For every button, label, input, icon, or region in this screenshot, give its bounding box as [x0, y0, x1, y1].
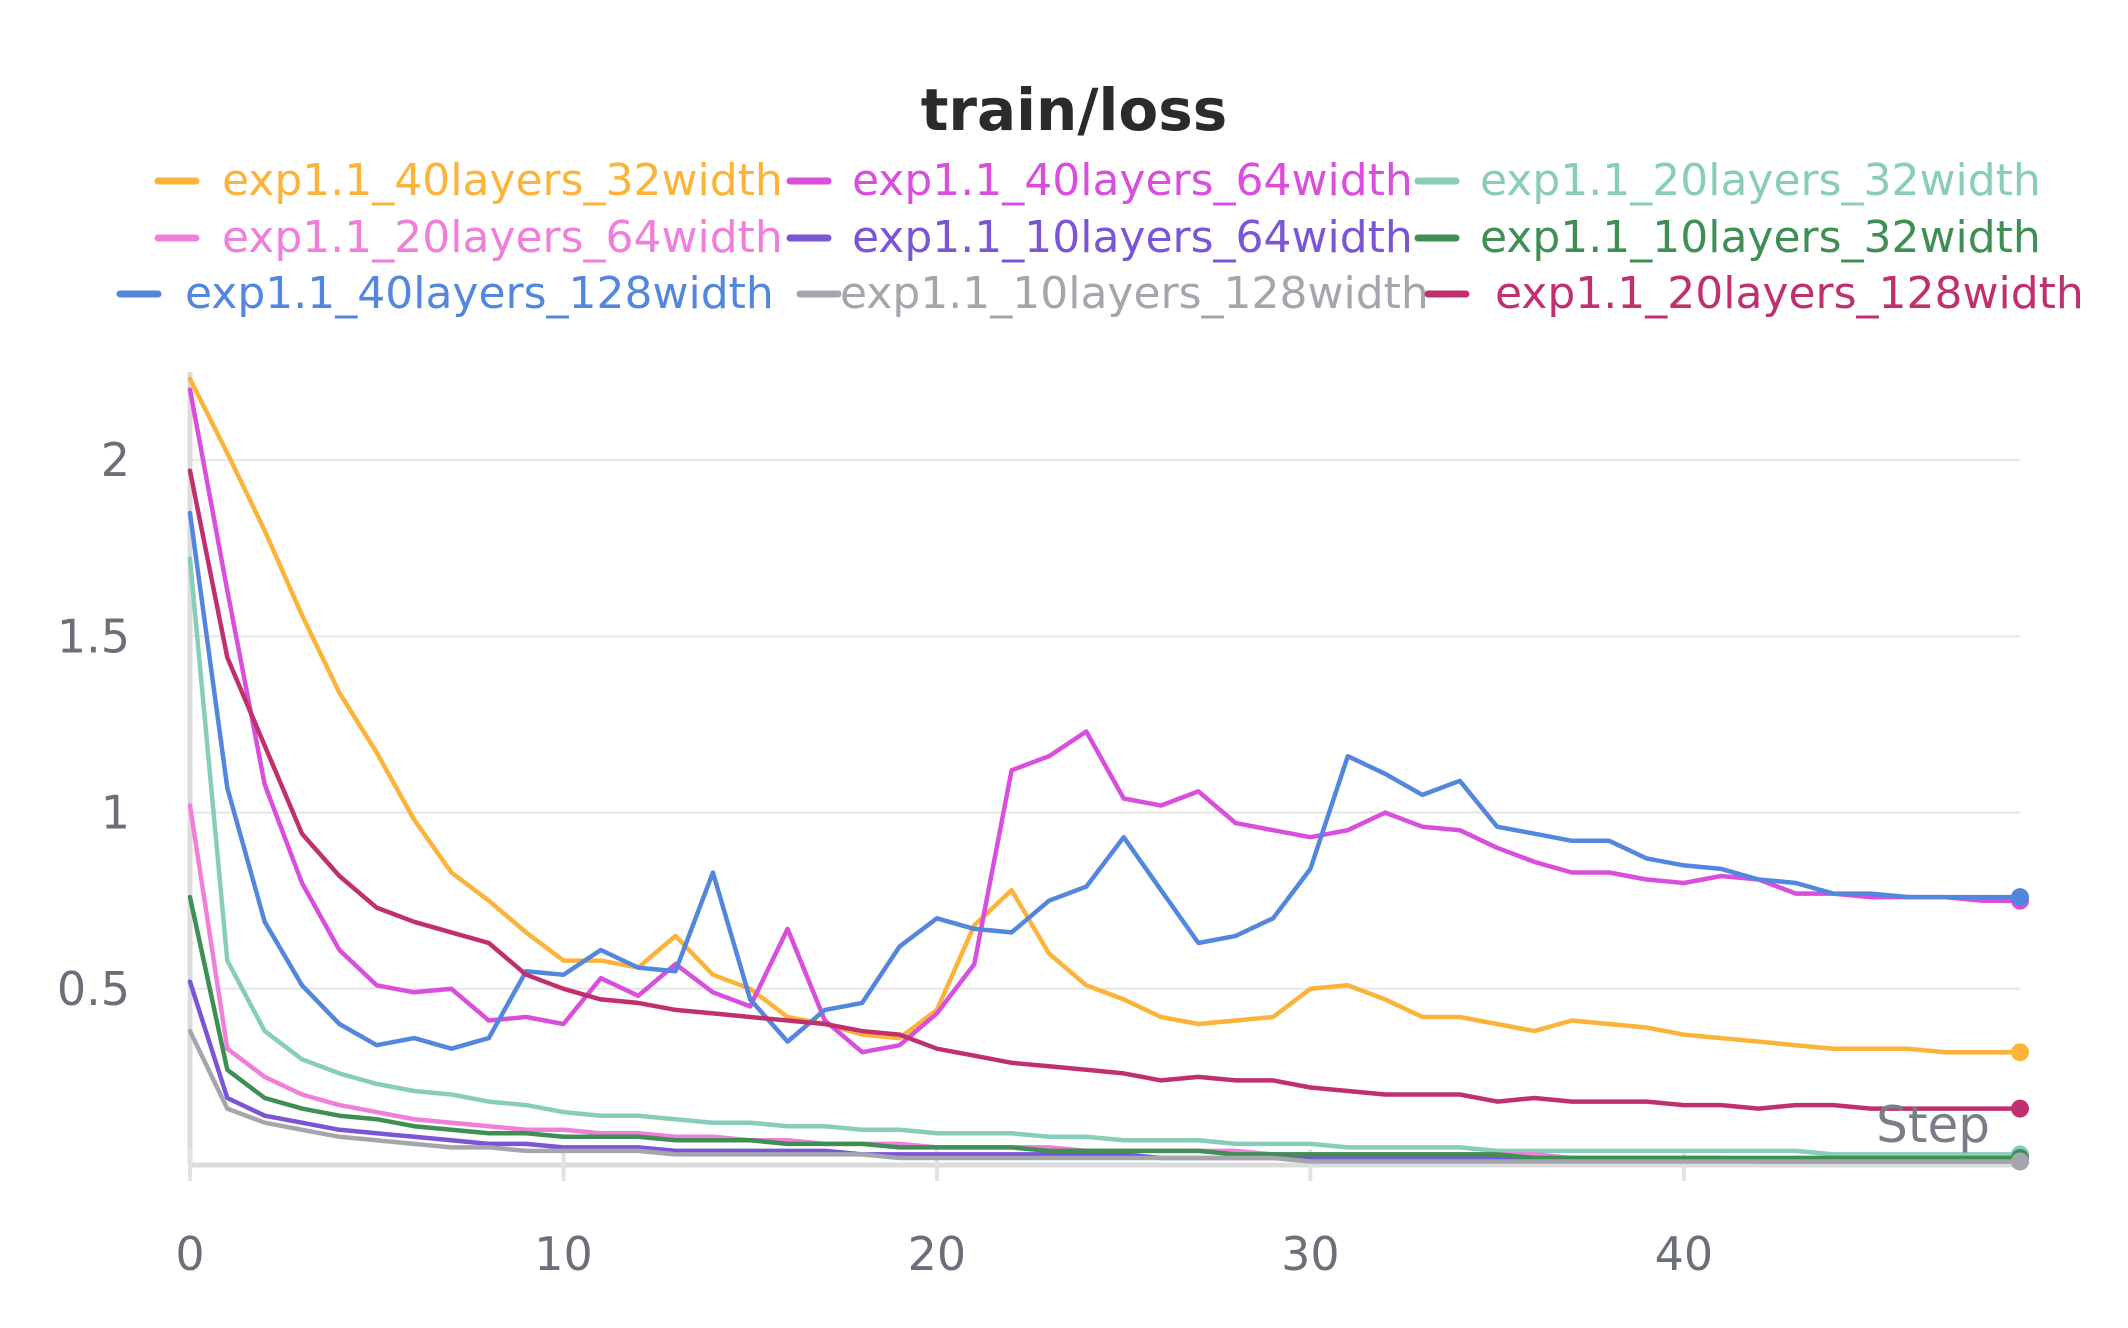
series-line-exp1.1_40layers_32width [187, 376, 2023, 1055]
grid: 0.5 1 1.5 2 [57, 433, 2020, 1016]
x-axis-label: Step [1876, 1096, 1990, 1154]
x-tick-label: 10 [534, 1227, 593, 1281]
y-tick-label: 1.5 [57, 609, 130, 663]
x-tick-label: 0 [175, 1227, 204, 1281]
legend-label: exp1.1_40layers_32width [222, 155, 783, 206]
series-line-exp1.1_40layers_128width [187, 510, 2023, 1051]
legend-label: exp1.1_10layers_128width [840, 268, 1429, 319]
x-tick-label: 30 [1281, 1227, 1340, 1281]
legend-label: exp1.1_10layers_32width [1480, 212, 2041, 263]
series-line-exp1.1_10layers_32width [187, 894, 2023, 1161]
legend-label: exp1.1_20layers_128width [1495, 268, 2084, 319]
series-line-exp1.1_20layers_32width [187, 556, 2023, 1157]
y-tick-label: 0.5 [57, 962, 130, 1016]
y-tick-label: 1 [101, 786, 130, 840]
series-line-exp1.1_20layers_128width [187, 468, 2023, 1111]
legend-label: exp1.1_40layers_128width [185, 268, 774, 319]
series-line-exp1.1_40layers_64width [187, 387, 2023, 1055]
series-end-marker [2011, 1043, 2029, 1062]
legend-label: exp1.1_20layers_32width [1480, 155, 2041, 206]
legend-label: exp1.1_20layers_64width [222, 212, 783, 263]
x-tick-label: 40 [1655, 1227, 1714, 1281]
series-end-marker [2011, 888, 2029, 907]
series-lines [187, 376, 2029, 1171]
axes: 0 10 20 30 40 [175, 372, 2020, 1281]
legend-label: exp1.1_10layers_64width [852, 212, 1413, 263]
series-end-marker [2011, 1099, 2029, 1118]
series-end-marker [2011, 1152, 2029, 1171]
legend: exp1.1_40layers_32width exp1.1_40layers_6… [116, 155, 2084, 319]
y-tick-label: 2 [101, 433, 130, 487]
legend-label: exp1.1_40layers_64width [852, 155, 1413, 206]
series-line-exp1.1_10layers_128width [187, 1028, 2023, 1164]
chart-title: train/loss [921, 76, 1228, 144]
x-tick-label: 20 [908, 1227, 967, 1281]
